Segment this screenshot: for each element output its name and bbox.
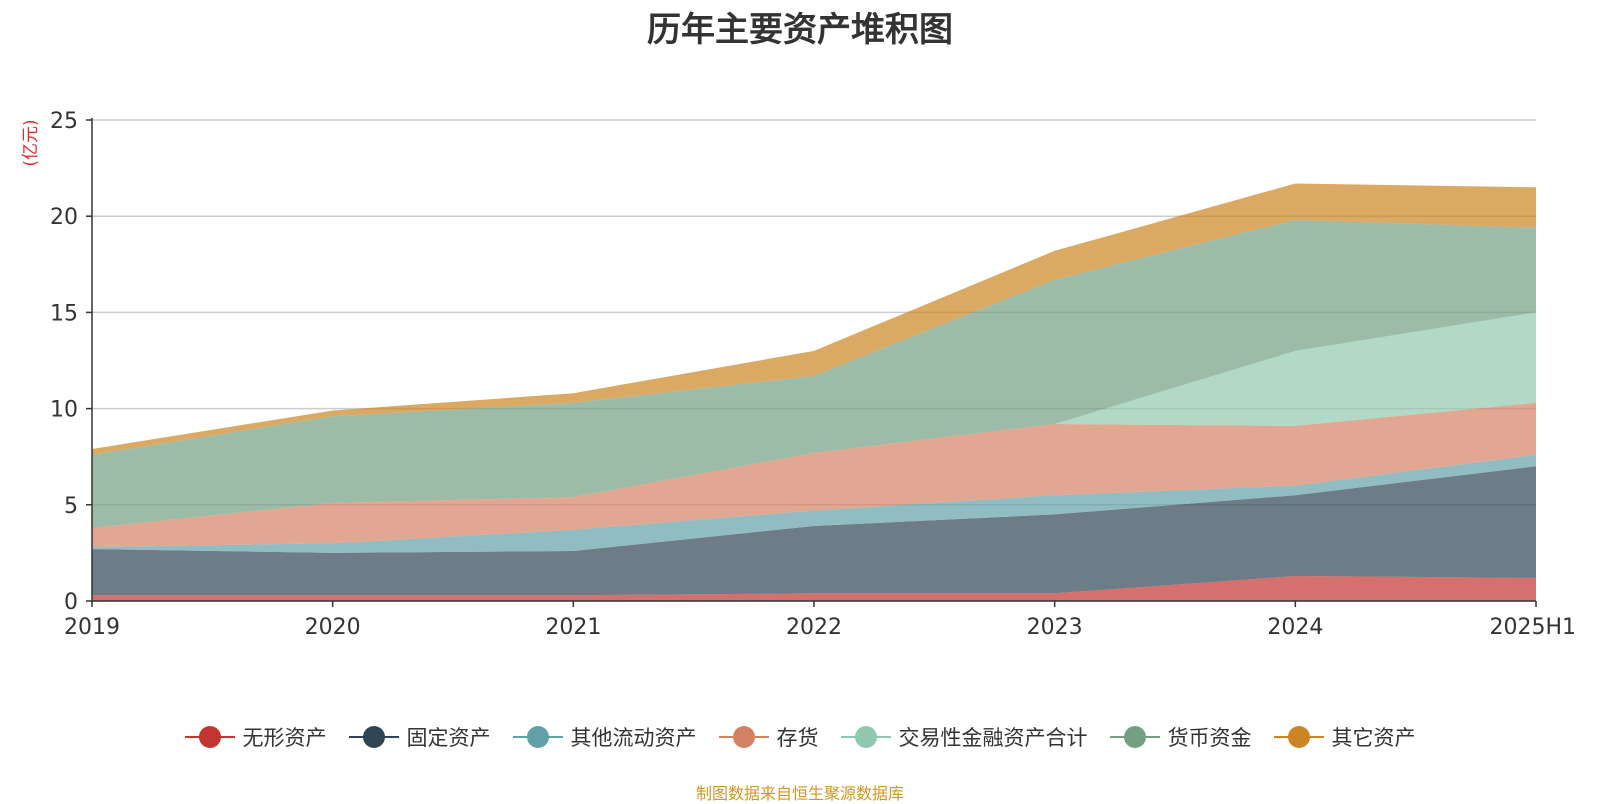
x-tick-label: 2024 [1267,615,1323,640]
area-series-6 [92,183,1536,455]
y-axis-unit-label: (亿元) [21,119,41,166]
legend-marker-icon [840,724,891,750]
legend-label: 存货 [776,726,819,750]
legend-label: 货币资金 [1167,726,1252,750]
area-series-0 [92,576,1536,601]
legend-marker-icon [184,724,235,750]
y-tick-label: 25 [50,109,78,134]
area-series-5 [92,220,1536,528]
legend-marker-icon [348,724,399,750]
legend-label: 固定资产 [406,726,491,750]
chart-title: 历年主要资产堆积图 [647,10,953,50]
y-tick-label: 10 [50,398,78,423]
legend-item-0[interactable]: 无形资产 [184,722,327,752]
legend-item-3[interactable]: 存货 [718,722,819,752]
area-series-3 [92,402,1536,548]
legend-marker-icon [1109,724,1160,750]
y-tick-label: 5 [64,494,78,519]
x-tick-label: 2020 [305,615,361,640]
source-note: 制图数据来自恒生聚源数据库 [695,784,904,803]
legend-label: 其他流动资产 [570,726,697,750]
legend-item-2[interactable]: 其他流动资产 [512,722,697,752]
legend-item-1[interactable]: 固定资产 [348,722,491,752]
legend-label: 交易性金融资产合计 [898,726,1088,750]
legend-marker-icon [718,724,769,750]
legend-item-6[interactable]: 其它资产 [1273,722,1416,752]
y-tick-label: 0 [64,590,78,615]
legend-item-5[interactable]: 货币资金 [1109,722,1252,752]
y-tick-label: 20 [50,205,78,230]
x-tick-label: 2025H1 [1489,615,1576,640]
stacked-areas [92,183,1536,601]
legend-item-4[interactable]: 交易性金融资产合计 [840,722,1088,752]
y-tick-label: 15 [50,301,78,326]
legend-label: 无形资产 [242,726,327,750]
legend-marker-icon [512,724,563,750]
x-tick-label: 2019 [64,615,120,640]
area-series-4 [92,312,1536,528]
area-series-1 [92,466,1536,596]
axes: 0 5 10 15 20 25 2019 2020 2021 2022 2023 2024 2025H1 [50,109,1576,640]
x-tick-label: 2021 [545,615,601,640]
x-tick-label: 2023 [1027,615,1083,640]
legend: 无形资产 固定资产 其他流动资产 存货 交易性金融资产合计 货币资金 其它资产 [0,722,1600,752]
legend-label: 其它资产 [1331,726,1416,750]
legend-marker-icon [1273,724,1324,750]
x-tick-label: 2022 [786,615,842,640]
